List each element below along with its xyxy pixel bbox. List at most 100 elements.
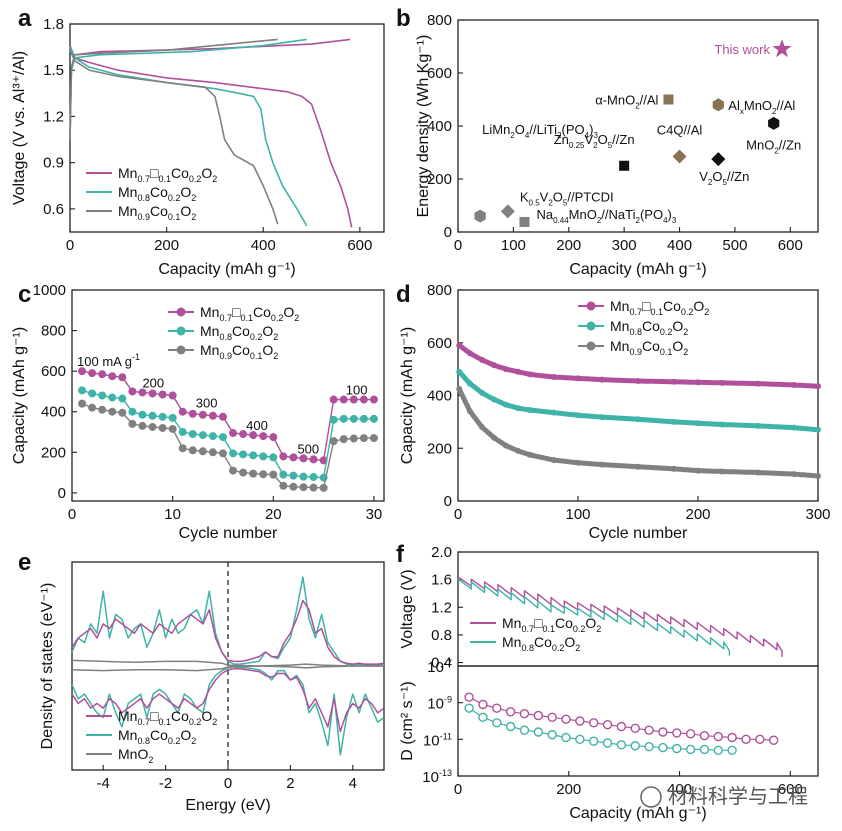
watermark-text: 材料科学与工程 (668, 784, 808, 808)
panel-a-legend-mn08-label: Mn0.8Co0.2O2 (118, 184, 196, 203)
panel-d-ytick-label: 800 (427, 282, 452, 299)
panel-d-point-mn09 (479, 424, 485, 431)
panel-c-point-mn08 (369, 414, 378, 423)
panel-c-point-mn08 (279, 470, 288, 479)
panel-c-point-mn09 (128, 419, 137, 428)
panel-f-D-point-mn07 (755, 734, 765, 745)
panel-f-bottom-ytick-label: 10-11 (423, 731, 452, 749)
panel-d-point-mn09 (671, 465, 677, 472)
panel-c-point-mn08 (118, 394, 127, 403)
panel-c-point-mn07 (178, 407, 187, 416)
panel-f-D-point-mn08 (727, 745, 737, 756)
panel-d-point-mn07 (755, 380, 761, 387)
panel-c-frame (71, 289, 385, 502)
panel-b-point-2 (712, 98, 724, 112)
panel-d-point-mn09 (575, 459, 581, 466)
panel-f-legend-mn07-label: Mn0.7□0.1Co0.2O2 (502, 615, 601, 634)
panel-f-legend-mn08-label: Mn0.8Co0.2O2 (502, 634, 580, 653)
panel-c-point-mn07 (218, 412, 227, 421)
panel-a-xlabel: Capacity (mAh g⁻¹) (158, 261, 295, 278)
panel-b-point-3 (768, 116, 780, 130)
panel-f-D-point-mn08 (699, 744, 710, 755)
panel-c-ytick-label: 400 (41, 404, 66, 421)
panel-c-point-mn09 (148, 422, 157, 431)
panel-b-xtick-label: 600 (778, 237, 803, 254)
panel-b-xtick-label: 0 (454, 237, 462, 254)
panel-c-point-mn07 (128, 387, 137, 396)
panel-f-D-point-mn08 (519, 725, 530, 735)
panel-c-point-mn08 (269, 453, 278, 462)
panel-c-point-mn07 (289, 453, 298, 462)
panel-e-xtick-label: 0 (224, 775, 232, 792)
panel-c-point-mn09 (78, 399, 87, 408)
panel-c-point-mn08 (108, 393, 117, 402)
panel-c-point-mn07 (138, 388, 147, 397)
panel-b-point-4 (619, 160, 630, 171)
panel-b-point-1-label: α-MnO2//Al (595, 93, 658, 111)
panel-f-D-point-mn07 (602, 719, 613, 730)
panel-c-point-mn07 (299, 454, 308, 463)
panel-c-point-mn09 (239, 468, 248, 477)
panel-d-point-mn07 (599, 376, 605, 383)
panel-b-xtick-label: 300 (612, 237, 637, 254)
panel-c-point-mn09 (168, 424, 177, 433)
panel-c-ytick-label: 1000 (33, 282, 66, 299)
panel-e-down-mn07 (71, 668, 385, 733)
panel-f-D-point-mn08 (533, 727, 544, 737)
panel-f-D-point-mn07 (768, 735, 779, 745)
panel-f-xlabel: Capacity (mAh g⁻¹) (569, 805, 706, 822)
panel-f-top-ylabel: Voltage (V) (399, 569, 416, 648)
panel-a-xtick-label: 600 (347, 237, 372, 254)
panel-a-ytick-label: 0.6 (43, 201, 64, 218)
panel-c-point-mn07 (309, 455, 318, 464)
panel-c-point-mn07 (168, 391, 177, 400)
panel-d-point-mn08 (755, 422, 761, 429)
panel-c-point-mn07 (269, 433, 278, 442)
panel-d-point-mn09 (719, 468, 725, 475)
panel-d-point-mn07 (671, 378, 677, 385)
panel-c-rate-label-4: 500 (297, 441, 319, 456)
panel-a-discharge-mn09 (69, 49, 279, 225)
panel-c-point-mn08 (198, 431, 207, 440)
panel-c-point-mn07 (148, 389, 157, 398)
panel-c-rate-label-1: 200 (142, 375, 164, 390)
panel-f-top-ytick-label: 1.6 (431, 572, 452, 589)
panel-b-point-5-label: C4Q//Al (657, 122, 703, 137)
panel-e-xtick-label: -2 (159, 775, 172, 792)
panel-b-point-4-label: Zn0.25V2O5//Zn (554, 132, 635, 150)
panel-f-D-point-mn08 (478, 712, 488, 723)
panel-c-point-mn08 (138, 410, 147, 419)
panel-f-D-point-mn07 (505, 707, 516, 717)
panel-letter-a: a (18, 5, 32, 32)
wechat-icon (640, 786, 662, 808)
panel-a-ytick-label: 1.5 (43, 62, 64, 79)
panel-d-point-mn07 (719, 379, 725, 386)
panel-c-point-mn07 (329, 395, 338, 404)
panel-c-point-mn08 (239, 450, 248, 459)
panel-c-point-mn08 (128, 407, 137, 416)
panel-f-D-point-mn07 (616, 721, 627, 732)
panel-d-legend-mn09-marker (586, 341, 596, 351)
panel-d-point-mn09 (815, 472, 821, 479)
panel-f-D-point-mn08 (685, 744, 696, 755)
panel-a-legend-mn09-label: Mn0.9Co0.1O2 (118, 203, 196, 222)
panel-c-point-mn09 (319, 483, 328, 492)
panel-d-series-mn09 (456, 386, 821, 479)
panel-c-point-mn07 (239, 430, 248, 439)
panel-f-bottom-ytick-label: 10-7 (427, 658, 452, 676)
panel-f-D-point-mn08 (616, 740, 627, 750)
panel-e-ylabel: Density of states (eV⁻¹) (39, 583, 56, 750)
panel-d-point-mn07 (551, 374, 557, 381)
panel-f-top-ytick-label: 0.4 (431, 655, 452, 672)
panel-f-bottom-ylabel: D (cm² s⁻¹) (399, 681, 416, 761)
panel-f-D-point-mn07 (685, 729, 696, 739)
panel-c-point-mn08 (148, 411, 157, 420)
panel-c-point-mn08 (78, 386, 87, 395)
panel-f-top-ytick-label: 0.8 (431, 627, 452, 644)
panel-c-ytick-label: 200 (41, 444, 66, 461)
panel-e-xtick-label: -4 (97, 775, 110, 792)
panel-c-point-mn08 (309, 473, 318, 482)
panel-c-point-mn07 (369, 395, 378, 404)
panel-d-point-mn08 (527, 407, 533, 414)
